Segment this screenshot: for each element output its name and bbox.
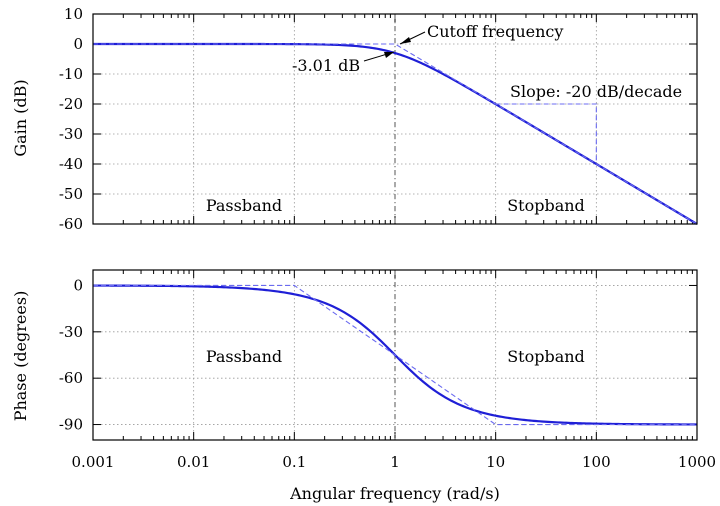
phase-y-tick-label: -30 [59, 323, 83, 341]
gain-stopband-label: Stopband [507, 196, 585, 215]
gain-passband-label: Passband [206, 196, 282, 215]
phase-stopband-label: Stopband [507, 347, 585, 366]
minus-3db-label: -3.01 dB [292, 56, 360, 75]
gain-y-tick-label: -30 [59, 125, 83, 143]
slope-label: Slope: -20 dB/decade [510, 82, 682, 101]
x-tick-label: 0.01 [177, 453, 210, 471]
gain-panel: 10 0 -10 -20 -30 -40 -50 -60 Cutoff frequency -3.… [59, 5, 698, 233]
x-tick-label: 100 [582, 453, 611, 471]
phase-panel: 0 -30 -60 -90 Passband Stopband 0.001 0.01 0.1 1 1… [59, 269, 716, 471]
phase-y-tick-label: -90 [59, 416, 83, 434]
cutoff-frequency-arrowhead [400, 37, 411, 44]
x-tick-label: 10 [486, 453, 505, 471]
phase-asymptote-line [93, 284, 697, 426]
slope-triangle [495, 103, 597, 164]
phase-plot-frame [92, 269, 698, 441]
x-tick-label: 1000 [678, 453, 716, 471]
x-tick-label: 1 [390, 453, 400, 471]
gain-y-tick-label: -60 [59, 215, 83, 233]
x-axis-label: Angular frequency (rad/s) [289, 484, 500, 503]
cutoff-frequency-label: Cutoff frequency [427, 22, 563, 41]
phase-y-tick-label: 0 [73, 276, 83, 294]
x-tick-label: 0.001 [72, 453, 115, 471]
gain-y-tick-label: -50 [59, 185, 83, 203]
phase-y-tick-label: -60 [59, 369, 83, 387]
gain-y-tick-label: -20 [59, 95, 83, 113]
gain-y-tick-label: -10 [59, 65, 83, 83]
gain-y-tick-label: -40 [59, 155, 83, 173]
minus-3db-arrowhead [384, 52, 394, 58]
phase-y-axis-label: Phase (degrees) [11, 291, 30, 422]
x-tick-label: 0.1 [282, 453, 306, 471]
gain-y-axis-label: Gain (dB) [11, 79, 30, 156]
phase-passband-label: Passband [206, 347, 282, 366]
gain-y-tick-label: 10 [64, 5, 83, 23]
gain-y-tick-label: 0 [73, 35, 83, 53]
gain-plot-frame [92, 13, 698, 225]
